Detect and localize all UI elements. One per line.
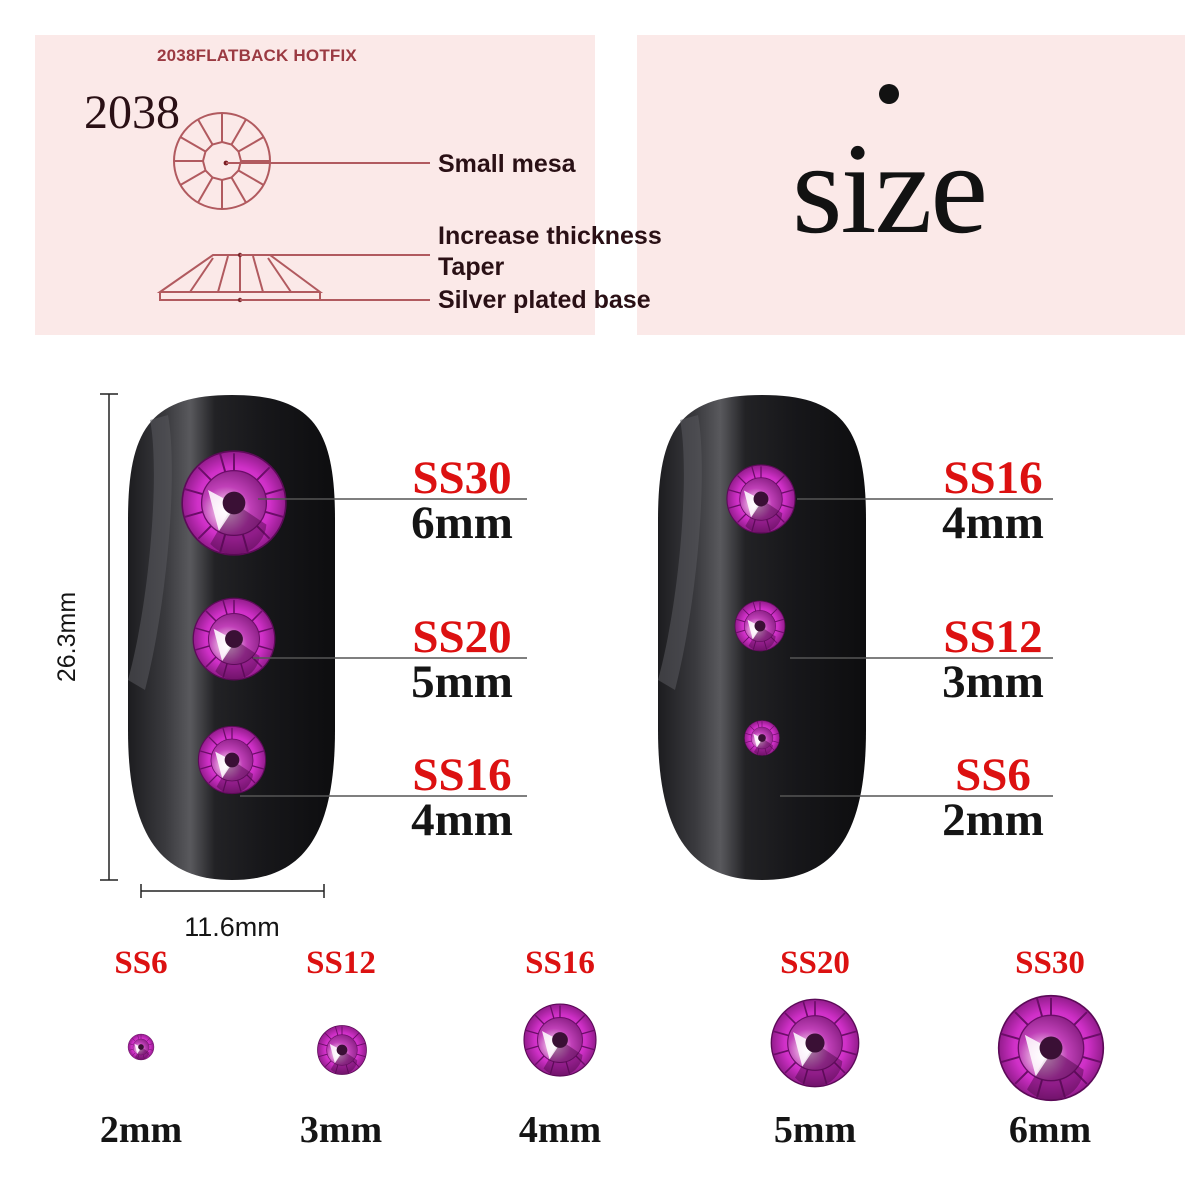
svg-text:2mm: 2mm <box>942 794 1044 846</box>
svg-text:SS6: SS6 <box>114 945 167 981</box>
svg-text:5mm: 5mm <box>774 1109 856 1151</box>
svg-text:SS20: SS20 <box>780 945 850 981</box>
svg-text:SS12: SS12 <box>306 945 376 981</box>
svg-text:4mm: 4mm <box>942 497 1044 549</box>
svg-text:6mm: 6mm <box>1009 1109 1091 1151</box>
svg-text:3mm: 3mm <box>942 656 1044 708</box>
svg-text:SS16: SS16 <box>525 945 595 981</box>
svg-text:4mm: 4mm <box>519 1109 601 1151</box>
svg-text:3mm: 3mm <box>300 1109 382 1151</box>
svg-text:11.6mm: 11.6mm <box>184 912 280 942</box>
svg-text:2mm: 2mm <box>100 1109 182 1151</box>
svg-text:26.3mm: 26.3mm <box>53 592 81 682</box>
svg-text:4mm: 4mm <box>411 794 513 846</box>
svg-text:SS30: SS30 <box>1015 945 1085 981</box>
svg-text:6mm: 6mm <box>411 497 513 549</box>
svg-text:5mm: 5mm <box>411 656 513 708</box>
